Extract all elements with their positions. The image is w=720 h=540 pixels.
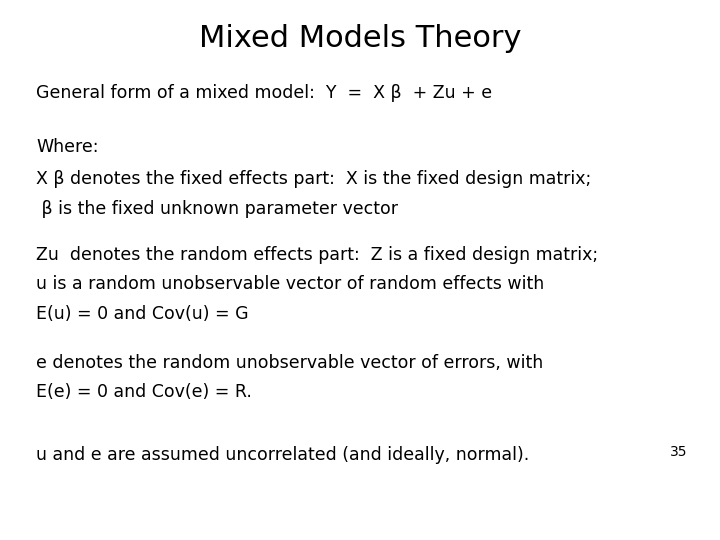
Text: u is a random unobservable vector of random effects with: u is a random unobservable vector of ran… — [36, 275, 544, 293]
Text: General form of a mixed model:  Y  =  X β  + Zu + e: General form of a mixed model: Y = X β +… — [36, 84, 492, 102]
Text: Mixed Models Theory: Mixed Models Theory — [199, 24, 521, 53]
Text: E(u) = 0 and Cov(u) = G: E(u) = 0 and Cov(u) = G — [36, 305, 248, 323]
Text: Zu  denotes the random effects part:  Z is a fixed design matrix;: Zu denotes the random effects part: Z is… — [36, 246, 598, 264]
Text: u and e are assumed uncorrelated (and ideally, normal).: u and e are assumed uncorrelated (and id… — [36, 446, 529, 463]
Text: E(e) = 0 and Cov(e) = R.: E(e) = 0 and Cov(e) = R. — [36, 383, 252, 401]
Text: 35: 35 — [670, 446, 688, 460]
Text: Where:: Where: — [36, 138, 99, 156]
Text: β is the fixed unknown parameter vector: β is the fixed unknown parameter vector — [36, 200, 398, 218]
Text: X β denotes the fixed effects part:  X is the fixed design matrix;: X β denotes the fixed effects part: X is… — [36, 170, 591, 188]
Text: e denotes the random unobservable vector of errors, with: e denotes the random unobservable vector… — [36, 354, 544, 372]
